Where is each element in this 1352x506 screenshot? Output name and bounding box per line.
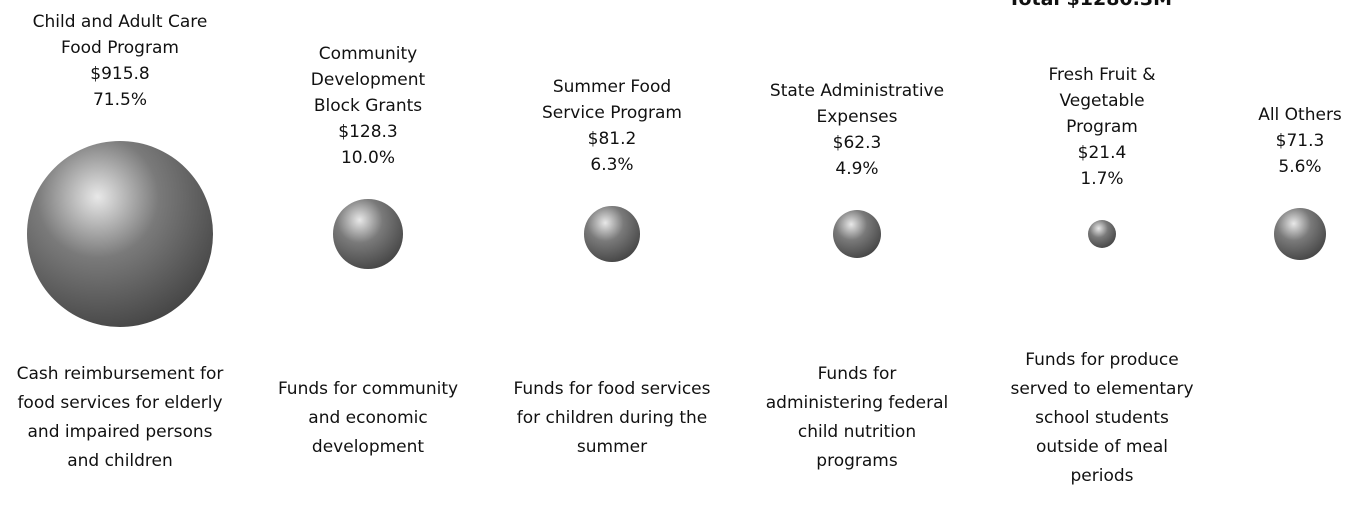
description: Funds for community and economic develop… bbox=[277, 378, 459, 457]
description: Funds for administering federal child nu… bbox=[765, 364, 949, 471]
bubble-label: State Administrative Expenses $62.3 4.9% bbox=[752, 78, 962, 182]
category-label: State Administrative Expenses bbox=[769, 80, 945, 127]
value-label: $62.3 bbox=[832, 132, 882, 153]
share-label: 1.7% bbox=[1080, 168, 1124, 189]
description: Funds for produce served to elementary s… bbox=[1010, 349, 1194, 486]
bubble-label: All Others $71.3 5.6% bbox=[1245, 102, 1352, 180]
category-label: Community Development Block Grants bbox=[310, 44, 426, 117]
value-label: $915.8 bbox=[90, 64, 150, 85]
bubble-label: Community Development Block Grants $128.3… bbox=[293, 41, 443, 171]
value-label: $81.2 bbox=[587, 129, 637, 150]
category-label: Summer Food Service Program bbox=[542, 77, 682, 124]
category-label: All Others bbox=[1258, 105, 1342, 126]
chart-title: Total $1280.3M bbox=[990, 0, 1190, 10]
description: Cash reimbursement for food services for… bbox=[16, 364, 224, 471]
bubble-label: Summer Food Service Program $81.2 6.3% bbox=[522, 74, 702, 178]
share-label: 71.5% bbox=[92, 90, 147, 111]
bubble bbox=[333, 199, 403, 269]
category-label: Child and Adult Care Food Program bbox=[32, 12, 208, 59]
category-label: Fresh Fruit & Vegetable Program bbox=[1048, 64, 1156, 137]
bubble bbox=[1274, 208, 1326, 260]
bubble bbox=[1087, 219, 1117, 249]
bubble bbox=[584, 206, 640, 262]
description: Funds for food services for children dur… bbox=[513, 378, 711, 457]
share-label: 5.6% bbox=[1278, 157, 1322, 178]
bubble bbox=[832, 209, 882, 259]
share-label: 6.3% bbox=[590, 155, 634, 176]
bubble-label: Fresh Fruit & Vegetable Program $21.4 1.7% bbox=[1027, 62, 1177, 192]
share-label: 10.0% bbox=[340, 148, 395, 169]
value-label: $128.3 bbox=[338, 122, 398, 143]
bubble bbox=[27, 141, 213, 327]
value-label: $71.3 bbox=[1275, 131, 1325, 152]
bubble-label: Child and Adult Care Food Program $915.8 7… bbox=[20, 9, 220, 113]
share-label: 4.9% bbox=[835, 158, 879, 179]
value-label: $21.4 bbox=[1077, 142, 1127, 163]
